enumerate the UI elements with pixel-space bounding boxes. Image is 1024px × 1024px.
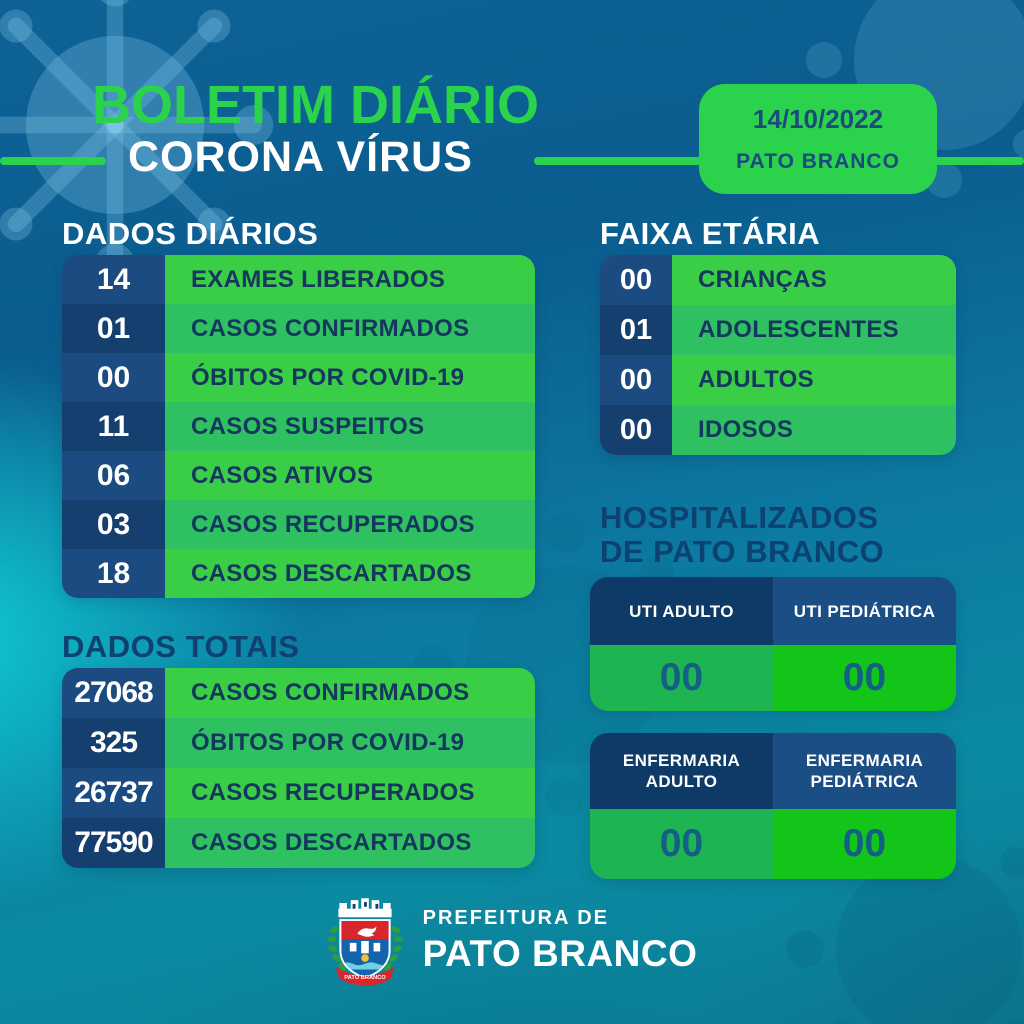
ward-pediatric-value: 00 <box>773 809 956 879</box>
table-row: 00 IDOSOS <box>600 405 956 455</box>
age-value: 00 <box>600 405 672 455</box>
total-label: CASOS RECUPERADOS <box>165 768 535 818</box>
ward-adult-column: ENFERMARIA ADULTO 00 <box>590 733 773 879</box>
icu-card: UTI ADULTO 00 UTI PEDIÁTRICA 00 <box>590 577 956 711</box>
age-value: 00 <box>600 355 672 405</box>
daily-label: CASOS ATIVOS <box>165 451 535 500</box>
ward-adult-header: ENFERMARIA ADULTO <box>590 733 773 809</box>
footer: PATO BRANCO PREFEITURA DE PATO BRANCO <box>0 893 1024 989</box>
daily-value: 03 <box>62 500 165 549</box>
footer-org-line2: PATO BRANCO <box>422 933 698 974</box>
badge-city: PATO BRANCO <box>736 150 900 173</box>
age-label: ADULTOS <box>672 355 956 405</box>
daily-data-table: 14 EXAMES LIBERADOS 01 CASOS CONFIRMADOS… <box>62 255 535 598</box>
daily-label: CASOS DESCARTADOS <box>165 549 535 598</box>
daily-value: 00 <box>62 353 165 402</box>
daily-label: CASOS CONFIRMADOS <box>165 304 535 353</box>
daily-section-heading: DADOS DIÁRIOS <box>62 216 319 251</box>
page-subtitle: CORONA VÍRUS <box>128 133 473 181</box>
total-label: CASOS DESCARTADOS <box>165 818 535 868</box>
crest-ribbon-text: PATO BRANCO <box>344 975 386 981</box>
table-row: 01 ADOLESCENTES <box>600 305 956 355</box>
table-row: 00 ADULTOS <box>600 355 956 405</box>
ward-card: ENFERMARIA ADULTO 00 ENFERMARIA PEDIÁTRI… <box>590 733 956 879</box>
footer-org-name: PREFEITURA DE PATO BRANCO <box>423 907 698 975</box>
badge-date: 14/10/2022 <box>752 104 884 134</box>
table-row: 26737 CASOS RECUPERADOS <box>62 768 535 818</box>
ward-adult-value: 00 <box>590 809 773 879</box>
table-row: 14 EXAMES LIBERADOS <box>62 255 535 304</box>
page-title: BOLETIM DIÁRIO <box>92 75 539 135</box>
table-row: 03 CASOS RECUPERADOS <box>62 500 535 549</box>
ward-pediatric-header: ENFERMARIA PEDIÁTRICA <box>773 733 956 809</box>
age-data-table: 00 CRIANÇAS 01 ADOLESCENTES 00 ADULTOS 0… <box>600 255 956 455</box>
table-row: 27068 CASOS CONFIRMADOS <box>62 668 535 718</box>
table-row: 00 CRIANÇAS <box>600 255 956 305</box>
icu-adult-value: 00 <box>590 645 773 711</box>
hospitalized-heading-line2: DE PATO BRANCO <box>600 534 885 569</box>
table-row: 77590 CASOS DESCARTADOS <box>62 818 535 868</box>
daily-value: 11 <box>62 402 165 451</box>
table-row: 325 ÓBITOS POR COVID-19 <box>62 718 535 768</box>
daily-label: EXAMES LIBERADOS <box>165 255 535 304</box>
age-label: ADOLESCENTES <box>672 305 956 355</box>
daily-value: 14 <box>62 255 165 304</box>
icu-adult-header: UTI ADULTO <box>590 577 773 645</box>
age-label: CRIANÇAS <box>672 255 956 305</box>
icu-pediatric-value: 00 <box>773 645 956 711</box>
daily-label: ÓBITOS POR COVID-19 <box>165 353 535 402</box>
table-row: 18 CASOS DESCARTADOS <box>62 549 535 598</box>
total-value: 27068 <box>62 668 165 718</box>
total-label: CASOS CONFIRMADOS <box>165 668 535 718</box>
table-row: 01 CASOS CONFIRMADOS <box>62 304 535 353</box>
hospitalized-heading: HOSPITALIZADOS DE PATO BRANCO <box>600 501 884 569</box>
daily-value: 01 <box>62 304 165 353</box>
header-divider-line-left <box>0 157 106 165</box>
age-section-heading: FAIXA ETÁRIA <box>600 216 821 251</box>
date-badge: 14/10/2022 PATO BRANCO <box>699 84 937 194</box>
age-value: 01 <box>600 305 672 355</box>
age-value: 00 <box>600 255 672 305</box>
daily-value: 06 <box>62 451 165 500</box>
ward-pediatric-column: ENFERMARIA PEDIÁTRICA 00 <box>773 733 956 879</box>
totals-data-table: 27068 CASOS CONFIRMADOS 325 ÓBITOS POR C… <box>62 668 535 868</box>
totals-section-heading: DADOS TOTAIS <box>62 629 300 664</box>
total-value: 77590 <box>62 818 165 868</box>
daily-label: CASOS RECUPERADOS <box>165 500 535 549</box>
daily-label: CASOS SUSPEITOS <box>165 402 535 451</box>
icu-pediatric-column: UTI PEDIÁTRICA 00 <box>773 577 956 711</box>
table-row: 11 CASOS SUSPEITOS <box>62 402 535 451</box>
pato-branco-crest-logo: PATO BRANCO <box>326 898 403 986</box>
total-value: 325 <box>62 718 165 768</box>
daily-value: 18 <box>62 549 165 598</box>
table-row: 00 ÓBITOS POR COVID-19 <box>62 353 535 402</box>
icu-pediatric-header: UTI PEDIÁTRICA <box>773 577 956 645</box>
total-value: 26737 <box>62 768 165 818</box>
age-label: IDOSOS <box>672 405 956 455</box>
footer-org-line1: PREFEITURA DE <box>422 907 609 929</box>
table-row: 06 CASOS ATIVOS <box>62 451 535 500</box>
icu-adult-column: UTI ADULTO 00 <box>590 577 773 711</box>
hospitalized-heading-line1: HOSPITALIZADOS <box>600 500 879 535</box>
total-label: ÓBITOS POR COVID-19 <box>165 718 535 768</box>
